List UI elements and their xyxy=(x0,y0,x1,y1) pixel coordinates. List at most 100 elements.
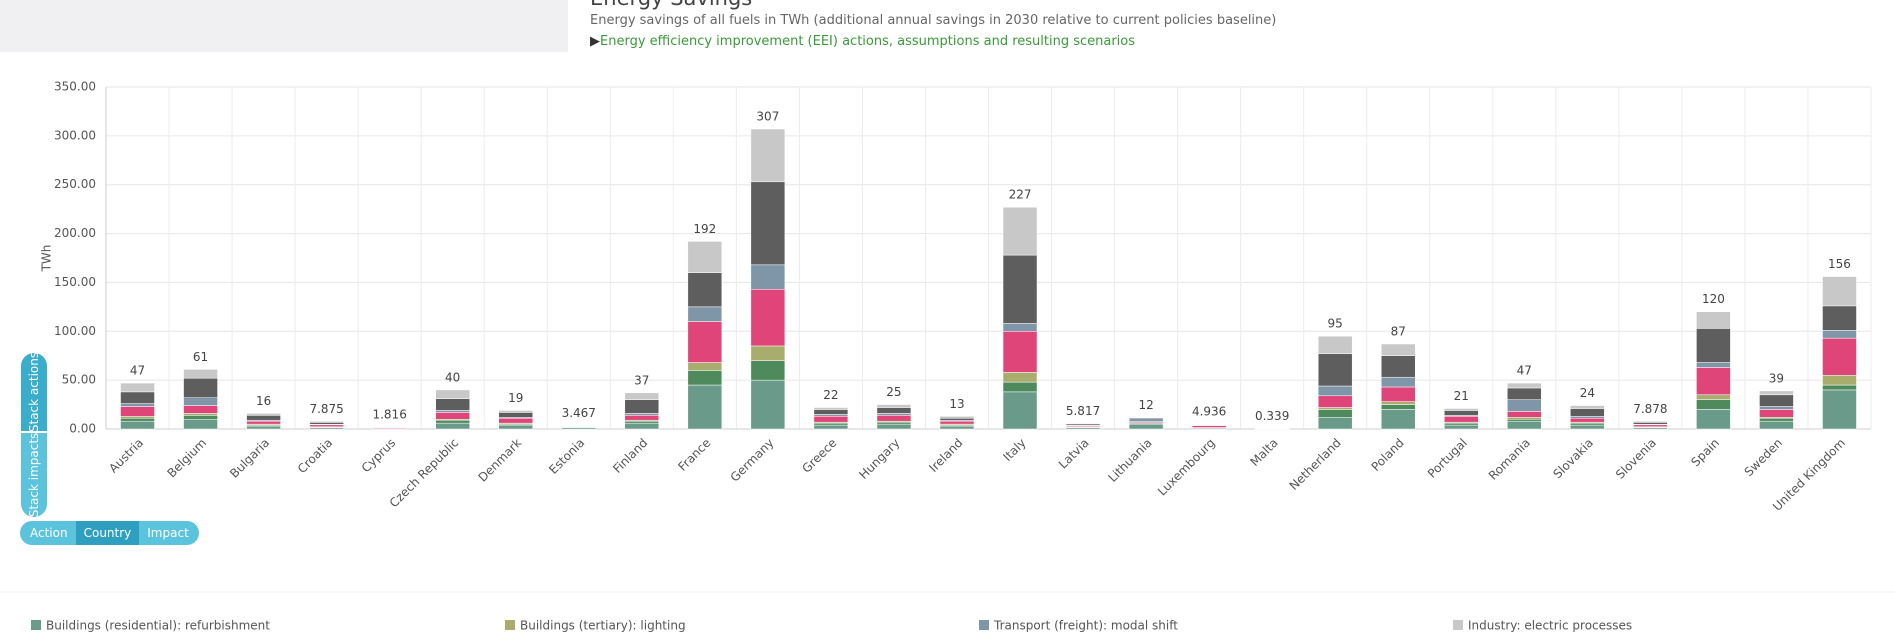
bar-segment xyxy=(687,241,723,273)
bar-segment xyxy=(1633,422,1668,425)
x-tick-label: Italy xyxy=(1000,436,1028,464)
bar-segment xyxy=(1633,421,1668,423)
link-text[interactable]: Energy efficiency improvement (EEI) acti… xyxy=(600,34,1136,49)
y-tick-label: 300.00 xyxy=(54,128,96,142)
bar-segment xyxy=(246,420,281,425)
total-label: 156 xyxy=(1828,257,1851,271)
x-tick-label: Estonia xyxy=(546,436,587,477)
bar-segment xyxy=(120,406,155,417)
bar-segment xyxy=(1317,353,1353,387)
x-tick-label: Lithuania xyxy=(1105,436,1154,485)
bar-segment xyxy=(1444,410,1479,416)
bar-segment xyxy=(183,418,218,430)
total-label: 1.816 xyxy=(372,408,406,422)
bar-segment xyxy=(120,416,155,419)
button-action[interactable]: Action xyxy=(20,521,76,545)
total-label: 307 xyxy=(756,110,779,124)
x-tick-label: Czech Republic xyxy=(387,436,462,511)
bar-segment xyxy=(687,362,723,371)
bar-segment xyxy=(1380,401,1416,405)
button-country[interactable]: Country xyxy=(75,521,140,545)
bar-segment xyxy=(624,392,660,400)
bar-segment xyxy=(1317,417,1353,430)
bar-segment xyxy=(1570,422,1605,426)
bar-segment xyxy=(1380,343,1416,356)
bar-segment xyxy=(1380,404,1416,410)
bar-segment xyxy=(1507,399,1542,412)
total-label: 12 xyxy=(1138,398,1153,412)
bar-segment xyxy=(876,404,912,408)
bar-segment xyxy=(435,419,470,424)
legend-label: Transport (freight): modal shift xyxy=(993,619,1178,632)
bar-segment xyxy=(246,425,281,430)
bar-segment xyxy=(1128,423,1164,430)
bar-segment xyxy=(813,407,849,410)
bar-segment xyxy=(876,421,912,425)
legend-swatch xyxy=(979,620,989,630)
bar-segment xyxy=(813,424,849,430)
top-panel xyxy=(0,0,568,52)
tab-stack-actions[interactable]: Stack actions xyxy=(21,351,47,433)
total-label: 61 xyxy=(193,350,208,364)
x-tick-label: Ireland xyxy=(926,436,965,475)
total-label: 40 xyxy=(445,370,460,384)
bar-segment xyxy=(1822,330,1857,339)
page-title: Energy Savings xyxy=(590,0,752,10)
bar-segment xyxy=(750,345,786,361)
y-axis-label: TWh xyxy=(40,245,54,273)
bar-segment xyxy=(1444,408,1479,411)
total-label: 21 xyxy=(1454,389,1469,403)
bar-segment xyxy=(1570,418,1605,423)
tab-stack-impacts[interactable]: Stack impacts xyxy=(21,433,47,517)
bar-segment xyxy=(1822,305,1857,331)
legend-label: Industry: electric processes xyxy=(1468,619,1632,632)
legend-swatch xyxy=(31,620,41,630)
total-label: 19 xyxy=(508,391,523,405)
total-label: 22 xyxy=(823,388,838,402)
bar-segment xyxy=(1507,420,1542,430)
bar-segment xyxy=(624,422,660,430)
total-label: 39 xyxy=(1769,371,1784,385)
link[interactable]: ▶Energy efficiency improvement (EEI) act… xyxy=(590,34,1136,49)
bar-segment xyxy=(1759,390,1794,396)
tab-label[interactable]: Stack impacts xyxy=(27,432,41,518)
x-tick-label: Finland xyxy=(610,436,650,476)
bar-segment xyxy=(1759,418,1794,422)
bar-segment xyxy=(435,412,470,420)
bar-segment xyxy=(498,424,533,430)
total-label: 4.936 xyxy=(1192,405,1226,419)
bar-segment xyxy=(1696,311,1731,329)
y-tick-label: 250.00 xyxy=(54,177,96,191)
bar-segment xyxy=(246,415,281,421)
tab-label[interactable]: Stack actions xyxy=(27,351,41,433)
total-label: 5.817 xyxy=(1066,404,1100,418)
bar-segment xyxy=(1696,328,1731,363)
bar-segment xyxy=(1191,425,1227,428)
bar-segment xyxy=(813,409,849,415)
y-tick-label: 0.00 xyxy=(69,422,96,436)
bar-segment xyxy=(1570,408,1605,417)
x-tick-label: Malta xyxy=(1247,436,1280,469)
subtitle: Energy savings of all fuels in TWh (addi… xyxy=(590,13,1277,28)
total-label: 37 xyxy=(634,373,649,387)
legend-swatch xyxy=(505,620,515,630)
y-tick-label: 100.00 xyxy=(54,324,96,338)
bar-segment xyxy=(246,413,281,416)
bar-segment xyxy=(120,391,155,404)
bar-segment xyxy=(750,264,786,290)
button-impact[interactable]: Impact xyxy=(139,521,199,545)
y-tick-label: 150.00 xyxy=(54,275,96,289)
button-group: Action Country Impact xyxy=(20,521,199,545)
total-label: 25 xyxy=(886,385,901,399)
bar-segment xyxy=(1002,331,1038,373)
total-label: 0.339 xyxy=(1255,409,1289,423)
x-tick-label: Netherland xyxy=(1287,436,1344,493)
bar-segment xyxy=(876,413,912,416)
bar-segment xyxy=(1822,375,1857,386)
x-tick-label: Hungary xyxy=(856,436,902,482)
bar-segment xyxy=(813,422,849,426)
total-label: 16 xyxy=(256,394,271,408)
x-tick-label: Austria xyxy=(106,436,146,476)
bar-segment xyxy=(1759,420,1794,430)
bar-segment xyxy=(1822,389,1857,430)
